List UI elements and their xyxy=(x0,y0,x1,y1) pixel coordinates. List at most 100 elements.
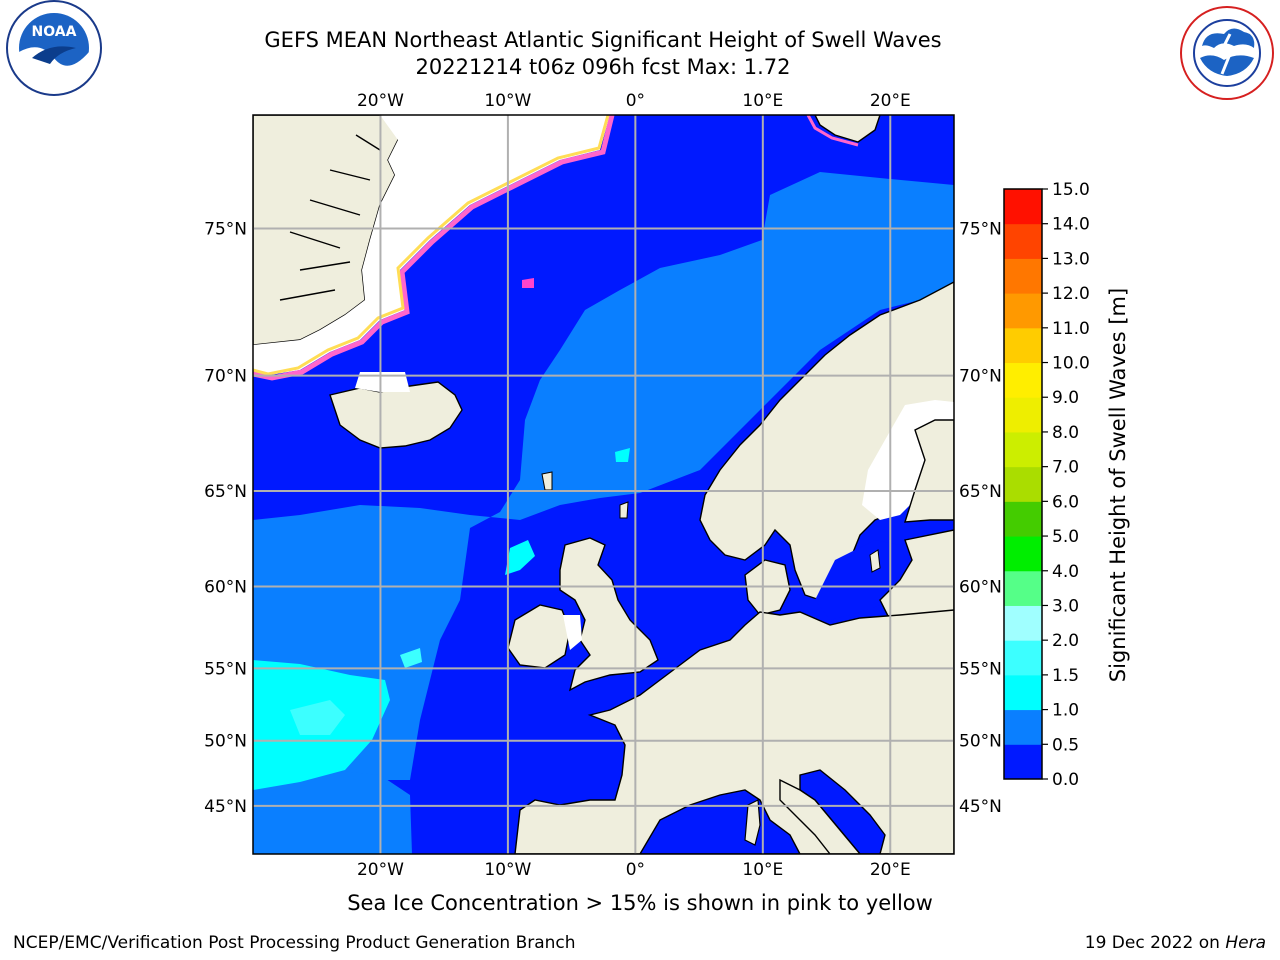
lat-tick-label-left: 65°N xyxy=(204,482,247,502)
land-greenland-fjords xyxy=(279,134,381,301)
colorbar-swatch xyxy=(1004,189,1042,225)
lon-tick-label-top: 20°W xyxy=(357,91,404,111)
lon-tick-label-bottom: 10°W xyxy=(484,860,531,880)
chart-subtitle: 20221214 t06z 096h fcst Max: 1.72 xyxy=(415,55,791,79)
land-shetland xyxy=(619,501,629,519)
colorbar-swatch xyxy=(1004,640,1042,676)
colorbar-label: Significant Height of Swell Waves [m] xyxy=(1106,288,1130,682)
sea-ice-greenland xyxy=(253,115,610,375)
land-svalbard xyxy=(814,115,881,143)
sea-irish xyxy=(563,615,582,650)
lon-tick-label-bottom: 20°E xyxy=(870,860,911,880)
land-great-britain xyxy=(559,537,659,692)
land-gotland xyxy=(869,549,881,573)
colorbar-frame xyxy=(1003,188,1043,780)
lat-tick-label-left: 55°N xyxy=(204,659,247,679)
map-figure: 20°W 20°W 10°W 10°W 0° 0° 10°E 10°E 20°E 20°E 45°N… xyxy=(204,91,1130,880)
lon-tick-label-top: 10°W xyxy=(484,91,531,111)
colorbar-tick-label: 0.0 xyxy=(1052,770,1079,790)
lon-tick-label-bottom: 0° xyxy=(626,860,645,880)
colorbar-swatch xyxy=(1004,501,1042,537)
colorbar-swatch xyxy=(1004,258,1042,294)
lat-tick-label-left: 70°N xyxy=(204,367,247,387)
lat-tick-label-left: 60°N xyxy=(204,577,247,597)
land-ireland xyxy=(507,604,571,669)
colorbar-tick-label: 14.0 xyxy=(1052,215,1090,235)
land-finland xyxy=(904,419,954,523)
colorbar-swatch xyxy=(1004,362,1042,398)
colorbar-tick-label: 13.0 xyxy=(1052,249,1090,269)
footer-credit: NCEP/EMC/Verification Post Processing Pr… xyxy=(13,933,576,953)
colorbar-swatch xyxy=(1004,674,1042,711)
colorbar-swatch xyxy=(1004,536,1042,572)
map-tick-labels: 20°W 20°W 10°W 10°W 0° 0° 10°E 10°E 20°E 20°E 45°N… xyxy=(204,91,1002,880)
land-italy xyxy=(779,778,861,854)
colorbar-tick-label: 7.0 xyxy=(1052,458,1079,478)
lat-tick-label-left: 45°N xyxy=(204,797,247,817)
footer-machine: Hera xyxy=(1225,933,1266,953)
swell-patch-faroes xyxy=(615,448,630,462)
colorbar-tick-label: 8.0 xyxy=(1052,423,1079,443)
lon-tick-label-top: 20°E xyxy=(870,91,911,111)
colorbar-swatch xyxy=(1004,605,1042,641)
swell-patch-celtic xyxy=(400,648,422,668)
swell-region-0.5-1.0-south xyxy=(253,770,412,854)
colorbar: 0.0 0.5 1.0 1.5 2.0 3.0 4.0 5.0 6.0 7.0 8.0 9.0 10.0… xyxy=(1003,180,1090,790)
colorbar-swatch xyxy=(1004,570,1042,606)
sea-ice-svalbard xyxy=(806,115,859,147)
lat-tick-label-right: 50°N xyxy=(959,732,1002,752)
lat-tick-label-right: 55°N xyxy=(959,659,1002,679)
colorbar-tick-label: 10.0 xyxy=(1052,354,1090,374)
noaa-logo-text: NOAA xyxy=(32,24,77,40)
colorbar-swatch xyxy=(1004,397,1042,433)
colorbar-swatch xyxy=(1004,293,1042,329)
colorbar-swatch xyxy=(1004,223,1042,259)
colorbar-swatch xyxy=(1004,431,1042,468)
land-corsica-sardinia xyxy=(744,799,761,846)
lon-tick-label-bottom: 20°W xyxy=(357,860,404,880)
map-frame xyxy=(252,114,955,855)
colorbar-tick-label: 1.5 xyxy=(1052,666,1079,686)
colorbar-tick-label: 15.0 xyxy=(1052,180,1090,200)
sea-ice-jan-mayen xyxy=(522,278,534,288)
lat-tick-label-right: 70°N xyxy=(959,367,1002,387)
lat-tick-label-right: 60°N xyxy=(959,577,1002,597)
chart-title: GEFS MEAN Northeast Atlantic Significant… xyxy=(264,28,942,52)
colorbar-swatch xyxy=(1004,327,1042,364)
map-gridlines xyxy=(253,115,954,854)
lat-tick-label-left: 75°N xyxy=(204,219,247,239)
sea-ice-edge-greenland xyxy=(253,115,615,381)
sea-ice-edge-greenland-yellow xyxy=(253,115,610,376)
colorbar-tick-label: 0.5 xyxy=(1052,735,1079,755)
colorbar-tick-label: 9.0 xyxy=(1052,388,1079,408)
lon-tick-label-top: 0° xyxy=(626,91,645,111)
lat-tick-label-right: 75°N xyxy=(959,219,1002,239)
land-baltic-east xyxy=(879,529,954,631)
land-denmark xyxy=(744,559,791,616)
lat-tick-label-right: 65°N xyxy=(959,482,1002,502)
nws-logo-icon xyxy=(1180,6,1274,100)
colorbar-tick-label: 6.0 xyxy=(1052,492,1079,512)
swell-patch-north-sea xyxy=(505,540,535,575)
lat-tick-label-right: 45°N xyxy=(959,797,1002,817)
colorbar-tick-label: 12.0 xyxy=(1052,284,1090,304)
footer-date-text: 19 Dec 2022 on xyxy=(1084,933,1220,953)
colorbar-tick-label: 3.0 xyxy=(1052,596,1079,616)
colorbar-tick-label: 1.0 xyxy=(1052,701,1079,721)
colorbar-swatch xyxy=(1004,744,1042,780)
lat-tick-label-left: 50°N xyxy=(204,732,247,752)
sea-ice-iceland-north xyxy=(355,372,410,392)
map-area xyxy=(253,115,954,854)
colorbar-tick-label: 11.0 xyxy=(1052,319,1090,339)
caption: Sea Ice Concentration > 15% is shown in … xyxy=(347,891,933,915)
footer-date: 19 Dec 2022 on Hera xyxy=(1085,933,1266,953)
colorbar-tick-label: 4.0 xyxy=(1052,562,1079,582)
colorbar-tick-label: 2.0 xyxy=(1052,631,1079,651)
lon-tick-label-bottom: 10°E xyxy=(742,860,783,880)
noaa-logo-icon: NOAA xyxy=(6,0,102,96)
swell-region-1.5-2.0 xyxy=(290,700,345,735)
colorbar-tick-label: 5.0 xyxy=(1052,527,1079,547)
colorbar-swatch xyxy=(1004,466,1042,502)
lon-tick-label-top: 10°E xyxy=(742,91,783,111)
colorbar-swatch xyxy=(1004,709,1042,745)
